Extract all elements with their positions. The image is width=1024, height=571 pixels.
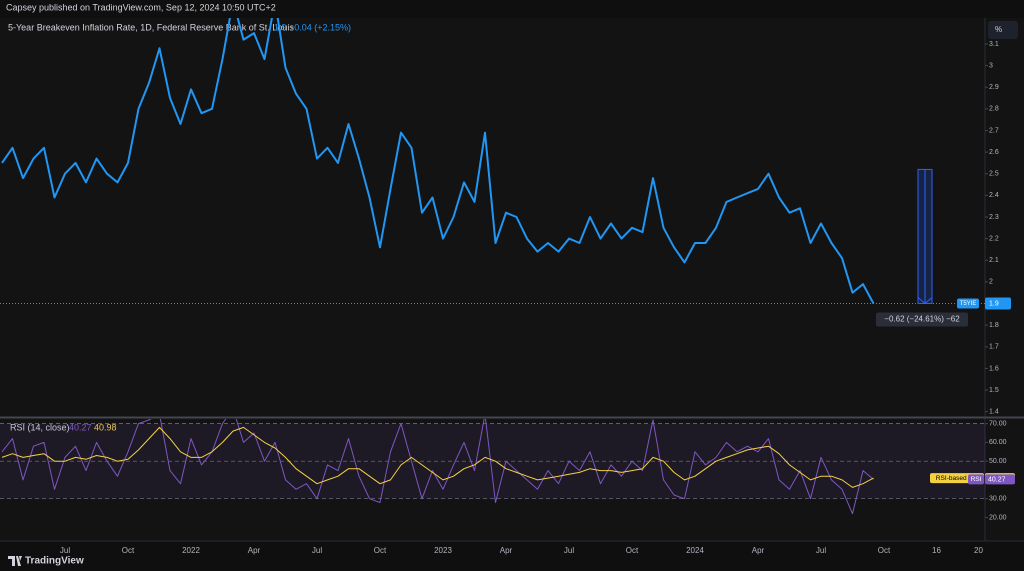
x-tick-label: Apr bbox=[500, 546, 513, 555]
rsi-ma-value: 40.98 bbox=[94, 422, 117, 432]
x-tick-label: 2022 bbox=[182, 546, 200, 555]
rsi-value: 40.27 bbox=[69, 422, 92, 432]
y-tick-label: 1.5 bbox=[989, 387, 999, 394]
chart-title: 5-Year Breakeven Inflation Rate, 1D, Fed… bbox=[8, 22, 294, 32]
x-tick-label: Jul bbox=[60, 546, 70, 555]
x-tick-label: Jul bbox=[564, 546, 574, 555]
y-tick-label: 20.00 bbox=[989, 514, 1007, 521]
series-line bbox=[1, 419, 874, 515]
footer-logo bbox=[8, 556, 22, 566]
x-tick-label: 20 bbox=[974, 546, 983, 555]
plot bbox=[1, 18, 875, 304]
y-tick-label: 2.9 bbox=[989, 84, 999, 91]
x-tick-label: 2023 bbox=[434, 546, 452, 555]
y-tick-label: 70.00 bbox=[989, 420, 1007, 427]
rsi-title: RSI (14, close) bbox=[10, 422, 70, 432]
x-tick-label: Jul bbox=[816, 546, 826, 555]
publisher: Capsey published on TradingView.com, Sep… bbox=[6, 2, 276, 12]
y-tick-label: 2.6 bbox=[989, 149, 999, 156]
series-badge-label: T5YIE bbox=[960, 301, 977, 307]
y-tick-label: 2.7 bbox=[989, 127, 999, 134]
price-badge bbox=[985, 297, 1011, 310]
price-badge-label: 1.9 bbox=[989, 300, 999, 307]
chart-area bbox=[0, 18, 1024, 541]
value-badge-label: 40.27 bbox=[988, 476, 1006, 483]
series-line bbox=[1, 426, 874, 488]
axis-unit: % bbox=[995, 25, 1002, 34]
x-tick-label: Oct bbox=[626, 546, 639, 555]
series-badge bbox=[968, 474, 984, 485]
series-badge-label: RSI bbox=[971, 476, 982, 483]
x-tick-label: Oct bbox=[122, 546, 135, 555]
y-tick-label: 2.5 bbox=[989, 171, 999, 178]
x-tick-label: 2024 bbox=[686, 546, 704, 555]
y-tick-label: 1.4 bbox=[989, 409, 999, 416]
plot bbox=[1, 419, 874, 515]
y-tick-label: 2.4 bbox=[989, 192, 999, 199]
series-line bbox=[1, 18, 875, 304]
series-badge-label: RSI-based MA bbox=[936, 475, 979, 482]
y-tick-label: 3 bbox=[989, 62, 993, 69]
y-tick-label: 2.8 bbox=[989, 106, 999, 113]
measure-arrowhead bbox=[917, 297, 933, 305]
x-tick-label: Oct bbox=[374, 546, 387, 555]
measure-label: −0.62 (−24.61%) −62 bbox=[884, 315, 960, 324]
y-tick-label: 3.1 bbox=[989, 41, 999, 48]
series-badge bbox=[957, 298, 979, 309]
y-tick-label: 60.00 bbox=[989, 439, 1007, 446]
unit-box bbox=[988, 21, 1018, 39]
y-tick-label: 1.8 bbox=[989, 322, 999, 329]
change: +0.04 (+2.15%) bbox=[289, 22, 351, 32]
y-tick-label: 1.7 bbox=[989, 344, 999, 351]
y-tick-label: 2.2 bbox=[989, 235, 999, 242]
last-value: 1.9 bbox=[274, 22, 287, 32]
y-tick-label: 2 bbox=[989, 279, 993, 286]
x-tick-label: Apr bbox=[752, 546, 765, 555]
y-tick-label: 2.3 bbox=[989, 214, 999, 221]
y-tick-label: 1.6 bbox=[989, 365, 999, 372]
y-tick-label: 30.00 bbox=[989, 496, 1007, 503]
footer-brand: TradingView bbox=[25, 556, 84, 567]
x-tick-label: Apr bbox=[248, 546, 261, 555]
measure-label-box bbox=[876, 312, 968, 327]
x-tick-label: 16 bbox=[932, 546, 941, 555]
x-tick-label: Oct bbox=[878, 546, 891, 555]
y-tick-label: 50.00 bbox=[989, 458, 1007, 465]
y-tick-label: 2.1 bbox=[989, 257, 999, 264]
value-badge bbox=[985, 474, 1015, 485]
x-tick-label: Jul bbox=[312, 546, 322, 555]
